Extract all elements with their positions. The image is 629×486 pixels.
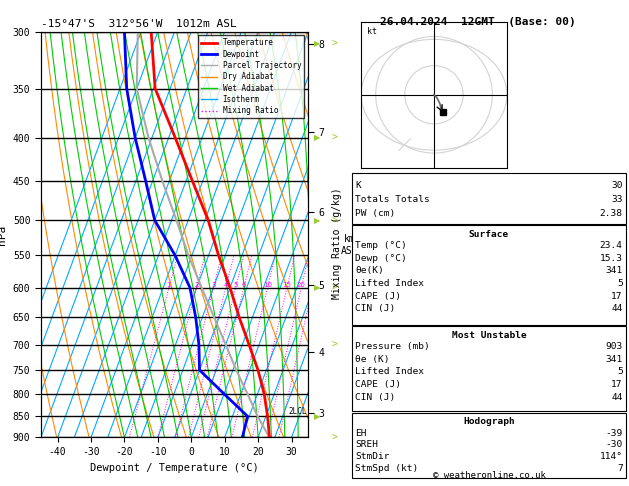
Text: 17: 17 bbox=[611, 380, 623, 389]
Y-axis label: hPa: hPa bbox=[0, 225, 8, 244]
Text: 17: 17 bbox=[611, 292, 623, 301]
Text: Hodograph: Hodograph bbox=[463, 417, 515, 427]
Text: Surface: Surface bbox=[469, 230, 509, 239]
Text: >: > bbox=[331, 215, 338, 226]
Text: 20: 20 bbox=[297, 281, 306, 288]
Text: CAPE (J): CAPE (J) bbox=[355, 292, 401, 301]
Text: 4: 4 bbox=[223, 281, 228, 288]
Text: -15°47'S  312°56'W  1012m ASL: -15°47'S 312°56'W 1012m ASL bbox=[41, 19, 237, 30]
Text: StmDir: StmDir bbox=[355, 452, 390, 461]
Text: 6: 6 bbox=[242, 281, 246, 288]
Text: 2.38: 2.38 bbox=[599, 209, 623, 219]
Text: 903: 903 bbox=[606, 342, 623, 351]
Text: Lifted Index: Lifted Index bbox=[355, 367, 425, 377]
Text: Temp (°C): Temp (°C) bbox=[355, 241, 407, 250]
Text: 44: 44 bbox=[611, 304, 623, 313]
Text: 44: 44 bbox=[611, 393, 623, 402]
Text: θe(K): θe(K) bbox=[355, 266, 384, 276]
Text: CIN (J): CIN (J) bbox=[355, 304, 396, 313]
Text: 5: 5 bbox=[617, 279, 623, 288]
Text: 2LCL: 2LCL bbox=[289, 407, 307, 417]
Text: 30: 30 bbox=[611, 181, 623, 191]
Text: 10: 10 bbox=[263, 281, 272, 288]
Text: ▶: ▶ bbox=[314, 39, 321, 48]
Text: 15: 15 bbox=[282, 281, 291, 288]
Text: 33: 33 bbox=[611, 195, 623, 205]
Text: Most Unstable: Most Unstable bbox=[452, 331, 526, 340]
Text: kt: kt bbox=[367, 27, 377, 35]
Text: 15.3: 15.3 bbox=[599, 254, 623, 263]
Text: SREH: SREH bbox=[355, 440, 379, 450]
Text: 5: 5 bbox=[617, 367, 623, 377]
Text: ▶: ▶ bbox=[314, 412, 321, 421]
Text: >: > bbox=[331, 340, 338, 349]
Text: 5: 5 bbox=[233, 281, 238, 288]
Text: >: > bbox=[331, 283, 338, 293]
Text: 23.4: 23.4 bbox=[599, 241, 623, 250]
Text: 26.04.2024  12GMT  (Base: 00): 26.04.2024 12GMT (Base: 00) bbox=[380, 17, 576, 27]
Text: ▶: ▶ bbox=[314, 283, 321, 292]
Text: -30: -30 bbox=[606, 440, 623, 450]
Text: -39: -39 bbox=[606, 429, 623, 438]
Text: 7: 7 bbox=[617, 464, 623, 473]
Text: Lifted Index: Lifted Index bbox=[355, 279, 425, 288]
Text: 341: 341 bbox=[606, 266, 623, 276]
Text: 2: 2 bbox=[194, 281, 199, 288]
Text: © weatheronline.co.uk: © weatheronline.co.uk bbox=[433, 471, 545, 480]
Text: 114°: 114° bbox=[599, 452, 623, 461]
Text: PW (cm): PW (cm) bbox=[355, 209, 396, 219]
Text: 341: 341 bbox=[606, 355, 623, 364]
Text: Pressure (mb): Pressure (mb) bbox=[355, 342, 430, 351]
Text: >: > bbox=[331, 433, 338, 442]
Text: Mixing Ratio (g/kg): Mixing Ratio (g/kg) bbox=[331, 187, 342, 299]
Text: CIN (J): CIN (J) bbox=[355, 393, 396, 402]
Text: θe (K): θe (K) bbox=[355, 355, 390, 364]
Text: K: K bbox=[355, 181, 361, 191]
Text: Dewp (°C): Dewp (°C) bbox=[355, 254, 407, 263]
X-axis label: Dewpoint / Temperature (°C): Dewpoint / Temperature (°C) bbox=[90, 463, 259, 473]
Text: 3: 3 bbox=[211, 281, 216, 288]
Text: ▶: ▶ bbox=[314, 216, 321, 225]
Legend: Temperature, Dewpoint, Parcel Trajectory, Dry Adiabat, Wet Adiabat, Isotherm, Mi: Temperature, Dewpoint, Parcel Trajectory… bbox=[198, 35, 304, 118]
Text: >: > bbox=[331, 39, 338, 49]
Text: ▶: ▶ bbox=[314, 133, 321, 142]
Y-axis label: km
ASL: km ASL bbox=[341, 235, 359, 256]
Text: Totals Totals: Totals Totals bbox=[355, 195, 430, 205]
Text: 1: 1 bbox=[167, 281, 171, 288]
Text: CAPE (J): CAPE (J) bbox=[355, 380, 401, 389]
Text: StmSpd (kt): StmSpd (kt) bbox=[355, 464, 419, 473]
Text: EH: EH bbox=[355, 429, 367, 438]
Text: >: > bbox=[331, 133, 338, 143]
